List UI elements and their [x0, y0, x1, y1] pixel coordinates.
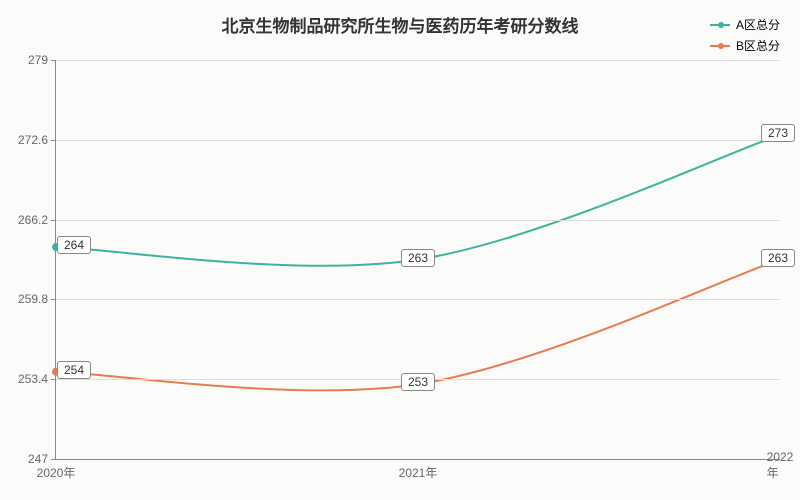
data-label: 253 [401, 373, 435, 391]
legend-swatch-a [710, 24, 730, 26]
ytick-label: 253.4 [6, 372, 48, 386]
legend-item-b: B区总分 [710, 37, 780, 54]
xtick-label: 2022年 [767, 450, 794, 481]
legend-item-a: A区总分 [710, 16, 780, 33]
ytick-mark [51, 299, 56, 300]
gridline [56, 220, 780, 221]
gridline [56, 140, 780, 141]
ytick-mark [51, 60, 56, 61]
ytick-mark [51, 140, 56, 141]
series-line-0 [56, 135, 780, 266]
xtick-label: 2021年 [399, 464, 438, 481]
legend-label-a: A区总分 [736, 16, 780, 33]
legend-swatch-b [710, 45, 730, 47]
gridline [56, 60, 780, 61]
data-label: 264 [57, 236, 91, 254]
ytick-label: 266.2 [6, 213, 48, 227]
chart-container: 北京生物制品研究所生物与医药历年考研分数线 A区总分 B区总分 247253.4… [0, 0, 800, 500]
ytick-mark [51, 459, 56, 460]
ytick-mark [51, 220, 56, 221]
ytick-label: 259.8 [6, 292, 48, 306]
xtick-label: 2020年 [37, 464, 76, 481]
chart-title: 北京生物制品研究所生物与医药历年考研分数线 [0, 12, 800, 37]
data-label: 254 [57, 361, 91, 379]
data-label: 263 [761, 249, 795, 267]
ytick-label: 279 [6, 53, 48, 67]
ytick-mark [51, 379, 56, 380]
ytick-label: 272.6 [6, 133, 48, 147]
data-label: 263 [401, 249, 435, 267]
data-label: 273 [761, 124, 795, 142]
series-line-1 [56, 260, 780, 391]
legend-label-b: B区总分 [736, 37, 780, 54]
gridline [56, 299, 780, 300]
legend: A区总分 B区总分 [710, 16, 780, 58]
plot-area: 247253.4259.8266.2272.62792020年2021年2022… [55, 60, 780, 460]
